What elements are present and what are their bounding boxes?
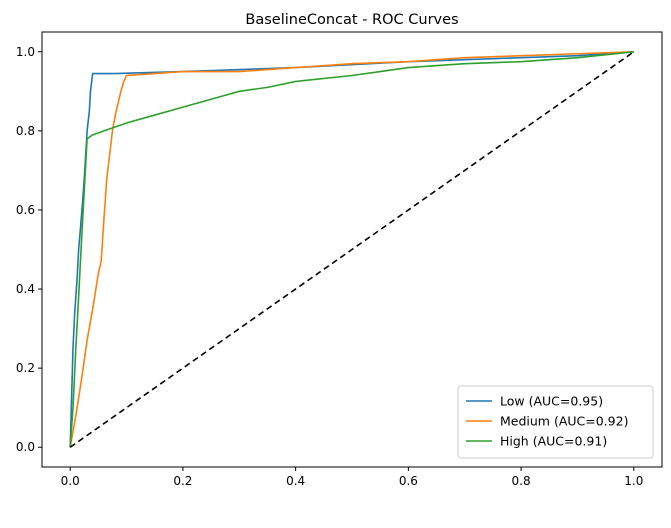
series-layer: [69, 50, 635, 448]
chance-diagonal-line: [69, 51, 635, 448]
chart-title: BaselineConcat - ROC Curves: [245, 12, 458, 28]
x-tick-label: 0.2: [173, 474, 192, 488]
y-tick-label: 0.4: [16, 282, 35, 296]
legend-box: [457, 385, 654, 459]
y-tick-label: 0.8: [16, 124, 35, 138]
x-tick-label: 1.0: [624, 474, 643, 488]
y-tick-label: 1.0: [16, 45, 35, 59]
legend: Low (AUC=0.95) Medium (AUC=0.92) High (AUC…: [457, 385, 654, 459]
axes-layer: 0.0 0.2 0.4 0.6 0.8 1.0 0.0 0.2 0.4 0.6 0.8 1.0: [16, 45, 643, 488]
series-line-1: [69, 50, 634, 448]
legend-label: High (AUC=0.91): [500, 434, 607, 449]
series-line-0: [69, 50, 634, 448]
x-tick-label: 0.4: [286, 474, 305, 488]
y-tick-label: 0.0: [16, 440, 35, 454]
y-tick-label: 0.6: [16, 203, 35, 217]
series-line-2: [69, 50, 634, 448]
x-tick-label: 0.8: [512, 474, 531, 488]
legend-label: Medium (AUC=0.92): [500, 414, 628, 429]
legend-label: Low (AUC=0.95): [500, 394, 603, 409]
plot-frame: [41, 31, 663, 468]
x-tick-label: 0.0: [61, 474, 80, 488]
y-tick-label: 0.2: [16, 361, 35, 375]
x-tick-label: 0.6: [399, 474, 418, 488]
